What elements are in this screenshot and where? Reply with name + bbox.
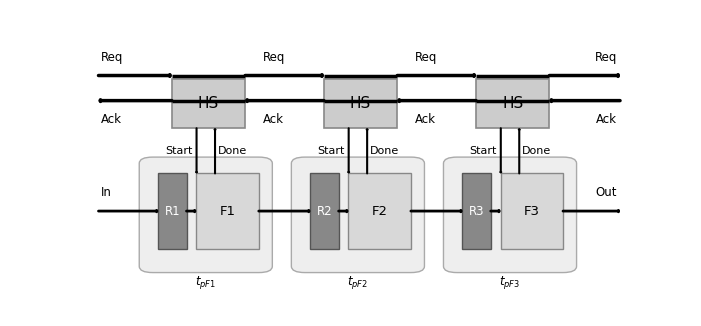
FancyBboxPatch shape bbox=[311, 173, 339, 249]
Text: Ack: Ack bbox=[101, 113, 122, 126]
FancyBboxPatch shape bbox=[476, 79, 550, 128]
Text: Start: Start bbox=[165, 146, 192, 156]
FancyBboxPatch shape bbox=[348, 173, 411, 249]
FancyBboxPatch shape bbox=[158, 173, 186, 249]
Text: R2: R2 bbox=[317, 205, 332, 217]
Text: $t_{pF3}$: $t_{pF3}$ bbox=[500, 274, 521, 291]
Text: Start: Start bbox=[469, 146, 496, 156]
Text: F2: F2 bbox=[372, 205, 388, 217]
Text: Start: Start bbox=[317, 146, 344, 156]
FancyBboxPatch shape bbox=[139, 157, 272, 273]
Text: Req: Req bbox=[414, 51, 437, 64]
FancyBboxPatch shape bbox=[501, 173, 563, 249]
Text: Done: Done bbox=[522, 146, 551, 156]
Text: Done: Done bbox=[370, 146, 399, 156]
FancyBboxPatch shape bbox=[324, 79, 397, 128]
FancyBboxPatch shape bbox=[196, 173, 259, 249]
Text: R3: R3 bbox=[469, 205, 484, 217]
Text: R1: R1 bbox=[165, 205, 180, 217]
Text: F3: F3 bbox=[524, 205, 540, 217]
FancyBboxPatch shape bbox=[292, 157, 424, 273]
Text: Done: Done bbox=[218, 146, 247, 156]
Text: HS: HS bbox=[198, 96, 219, 111]
Text: Req: Req bbox=[262, 51, 285, 64]
FancyBboxPatch shape bbox=[172, 79, 245, 128]
Text: HS: HS bbox=[350, 96, 372, 111]
Text: $t_{pF1}$: $t_{pF1}$ bbox=[196, 274, 217, 291]
Text: $t_{pF2}$: $t_{pF2}$ bbox=[348, 274, 369, 291]
FancyBboxPatch shape bbox=[463, 173, 491, 249]
Text: Out: Out bbox=[596, 185, 618, 199]
Text: In: In bbox=[101, 185, 112, 199]
Text: F1: F1 bbox=[219, 205, 236, 217]
FancyBboxPatch shape bbox=[444, 157, 576, 273]
Text: Ack: Ack bbox=[415, 113, 436, 126]
Text: Ack: Ack bbox=[597, 113, 618, 126]
Text: Req: Req bbox=[595, 51, 618, 64]
Text: HS: HS bbox=[502, 96, 524, 111]
Text: Req: Req bbox=[101, 51, 123, 64]
Text: Ack: Ack bbox=[263, 113, 284, 126]
